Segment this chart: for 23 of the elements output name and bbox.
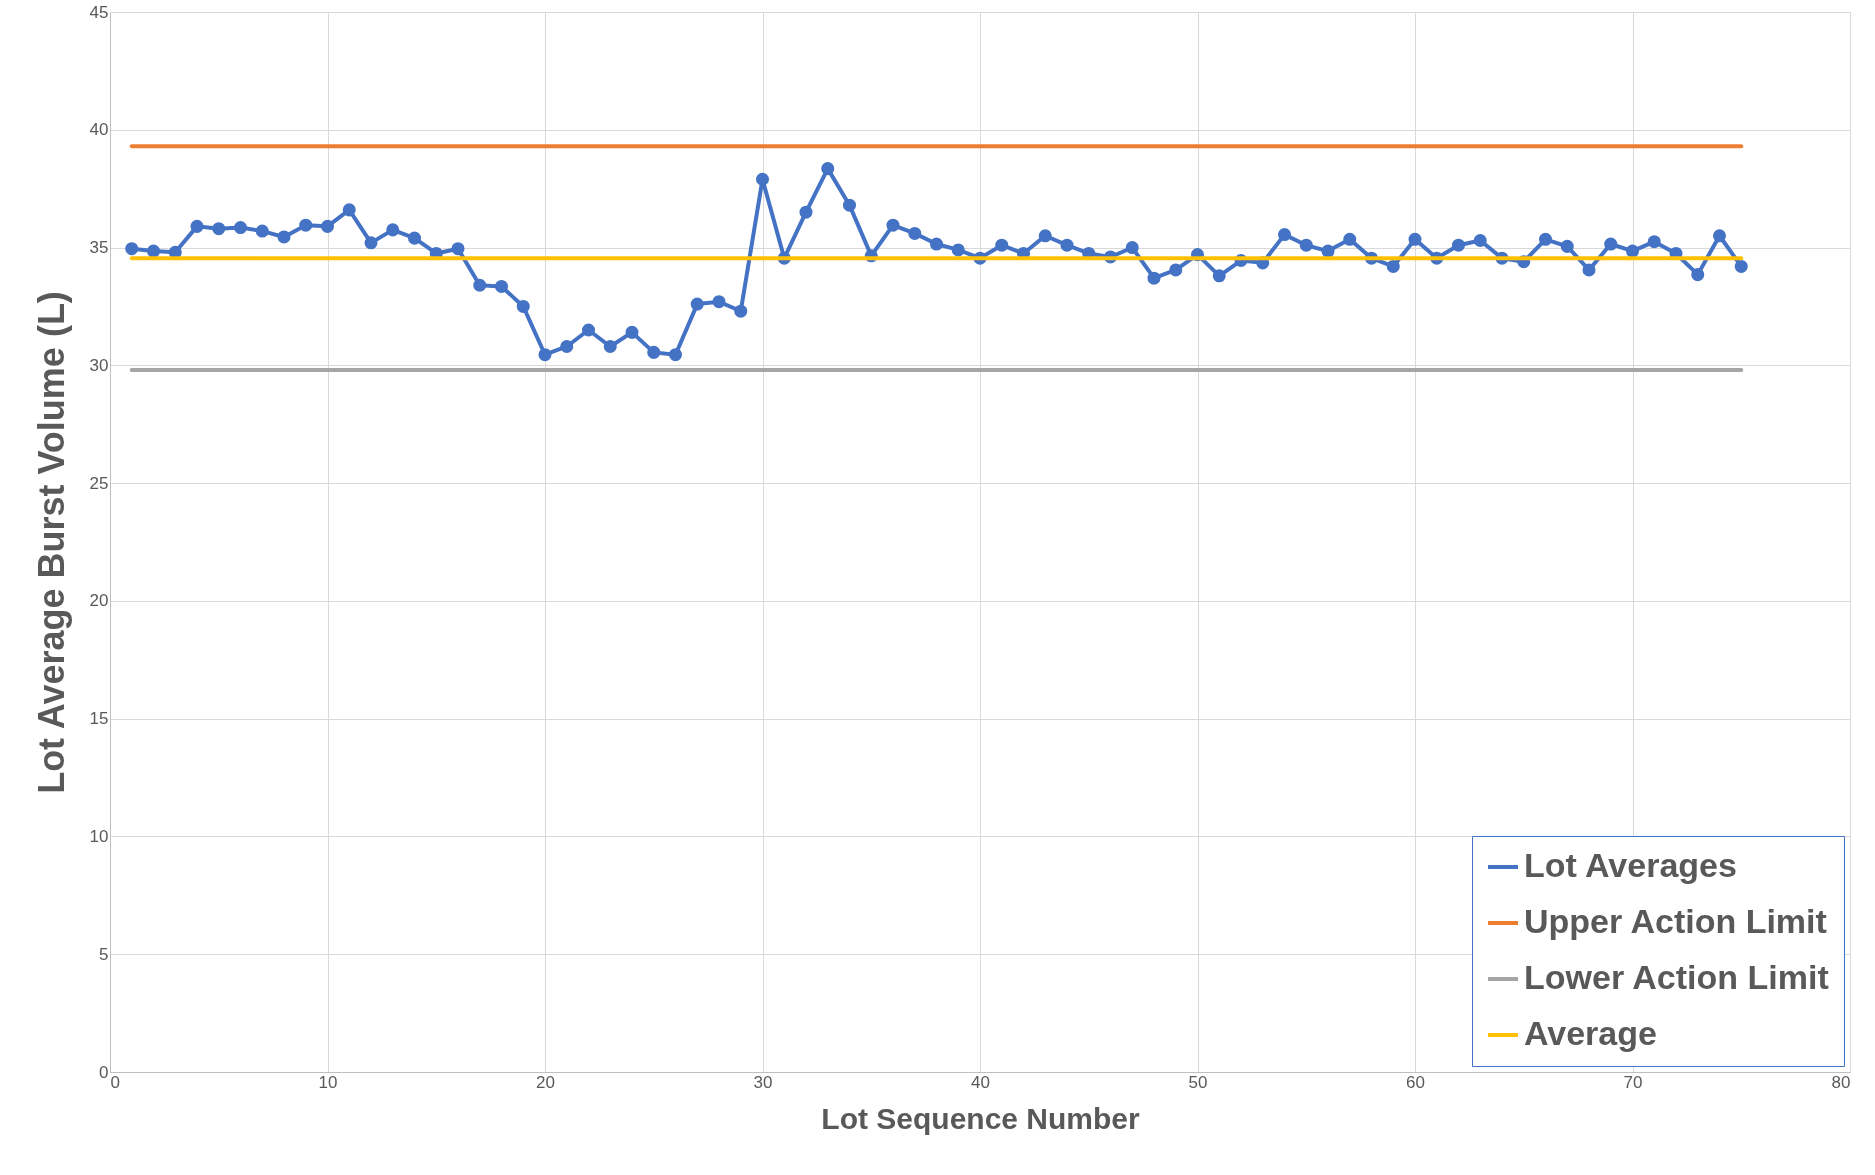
x-tick-label: 70 [1623, 1072, 1643, 1092]
x-tick-label: 60 [1406, 1072, 1425, 1092]
legend-label: Average [1524, 1014, 1657, 1052]
legend-label: Lower Action Limit [1524, 958, 1829, 996]
legend-label: Upper Action Limit [1524, 902, 1827, 940]
x-tick-label: 50 [1188, 1072, 1208, 1092]
y-axis-title: Lot Average Burst Volume (L) [30, 291, 72, 794]
y-tick-label: 5 [99, 944, 109, 964]
x-axis-title: Lot Sequence Number [821, 1101, 1141, 1135]
y-tick-label: 40 [89, 120, 109, 140]
y-tick-label: 30 [89, 355, 109, 375]
y-tick-label: 25 [89, 473, 109, 493]
x-tick-label: 30 [753, 1072, 773, 1092]
x-tick-label: 80 [1831, 1072, 1851, 1092]
legend-label: Lot Averages [1524, 846, 1737, 884]
x-tick-label: 10 [318, 1072, 338, 1092]
y-tick-label: 35 [89, 238, 109, 258]
y-tick-label: 20 [89, 591, 109, 611]
x-tick-label: 20 [536, 1072, 555, 1092]
y-tick-label: 10 [89, 826, 109, 846]
y-tick-label: 45 [89, 2, 109, 22]
y-tick-label: 15 [89, 709, 109, 729]
x-tick-label: 40 [971, 1072, 990, 1092]
